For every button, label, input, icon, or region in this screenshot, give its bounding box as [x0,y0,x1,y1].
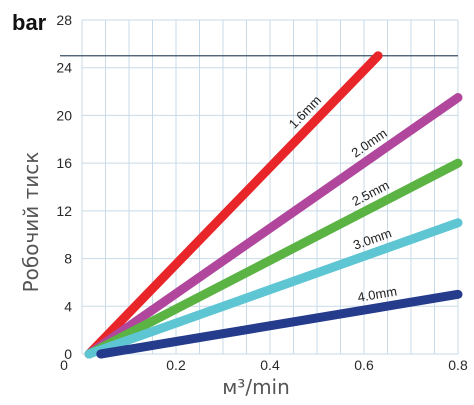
y-axis-label: Робочий тиск [19,152,43,293]
grid [81,19,459,355]
series-line-4.0mm [96,289,463,359]
y-tick-label: 28 [56,12,72,28]
y-tick-label: 12 [56,203,72,219]
y-tick-label: 4 [64,298,72,314]
y-tick-label: 20 [56,107,72,123]
x-tick-label: 0.8 [448,357,468,373]
series-line-1.6mm [84,51,383,359]
series-group [84,51,463,359]
series-label-4.0mm: 4.0mm [356,284,398,305]
x-tick-label: 0.4 [260,357,280,373]
x-axis-label: м³/min [222,375,290,399]
y-tick-label: 8 [64,251,72,267]
tick-labels: 0 4 8 12 16 20 24 28 0 0.2 0.4 0.6 0.8 [56,12,468,373]
y-tick-label: 24 [56,60,72,76]
series-line-2.5mm [84,158,463,359]
x-tick-label: 0.6 [354,357,374,373]
x-tick-label: 0 [60,357,68,373]
x-tick-label: 0.2 [166,357,186,373]
y-tick-label: 0 [64,346,72,362]
y-tick-label: 16 [56,155,72,171]
series-line-2.0mm [84,93,463,359]
series-line-3.0mm [84,218,463,359]
y-unit: bar [12,10,47,35]
